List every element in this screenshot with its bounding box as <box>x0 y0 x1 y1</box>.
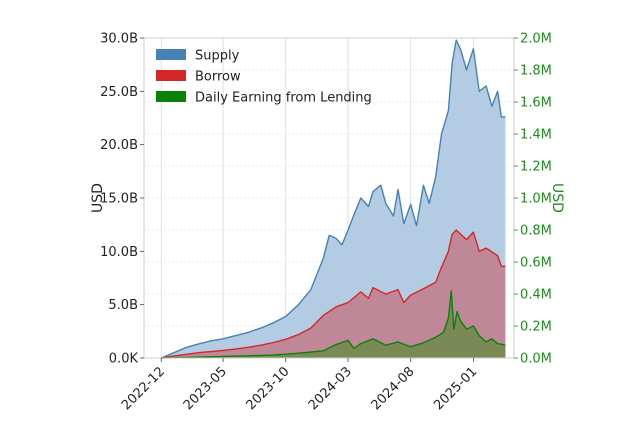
right-axis-ticks: 0.0M 0.2M 0.4M 0.6M 0.8M 1.0M 1.2M 1.4M 1.6M 1.8M… <box>514 32 552 367</box>
right-tick-label: 0.2M <box>520 320 552 335</box>
legend-swatch-daily-earning-from-lending <box>156 91 186 102</box>
x-tick-label: 2024-03 <box>306 364 355 413</box>
right-axis-label: USD <box>549 183 565 213</box>
series-lines <box>160 39 506 359</box>
supply-line <box>160 39 506 359</box>
x-tick-label: 2023-05 <box>181 364 230 413</box>
borrow-line <box>161 229 506 359</box>
left-tick-label: 30.0B <box>100 32 138 47</box>
right-tick-label: 2.0M <box>520 32 552 47</box>
left-tick-label: 20.0B <box>100 138 138 153</box>
legend-label-daily-earning-from-lending: Daily Earning from Lending <box>195 91 372 106</box>
legend-label-supply: Supply <box>195 49 240 64</box>
right-tick-label: 0.0M <box>520 352 552 367</box>
left-tick-label: 15.0B <box>100 192 138 207</box>
right-tick-label: 1.6M <box>520 96 552 111</box>
legend-swatch-borrow <box>156 70 186 81</box>
left-tick-label: 0.0K <box>109 352 139 367</box>
right-tick-label: 1.2M <box>520 160 552 175</box>
borrow-area <box>161 230 506 358</box>
right-tick-label: 0.4M <box>520 288 552 303</box>
left-tick-label: 10.0B <box>100 245 138 260</box>
right-tick-label: 0.8M <box>520 224 552 239</box>
right-tick-label: 0.6M <box>520 256 552 271</box>
x-axis-ticks: 2022-12 2023-05 2023-10 2024-03 2024-08 2025-… <box>119 358 480 413</box>
x-tick-label: 2023-10 <box>244 364 293 413</box>
left-tick-label: 5.0B <box>108 298 138 313</box>
left-axis-ticks: 0.0K 5.0B 10.0B 15.0B 20.0B 25.0B 30.0B <box>100 32 144 367</box>
supply-area <box>161 40 506 358</box>
daily-earning-from-lending-area <box>161 290 506 358</box>
right-tick-label: 1.4M <box>520 128 552 143</box>
right-tick-label: 1.0M <box>520 192 552 207</box>
x-tick-label: 2024-08 <box>369 364 418 413</box>
right-tick-label: 1.8M <box>520 64 552 79</box>
legend-swatch-supply <box>156 49 186 60</box>
legend: Supply Borrow Daily Earning from Lending <box>156 49 372 106</box>
series-areas <box>161 40 506 358</box>
x-tick-label: 2025-01 <box>431 364 480 413</box>
legend-label-borrow: Borrow <box>195 70 241 85</box>
left-axis-label: USD <box>90 183 106 213</box>
left-tick-label: 25.0B <box>100 85 138 100</box>
x-tick-label: 2022-12 <box>119 364 168 413</box>
daily-earning-from-lending-line <box>161 290 506 359</box>
